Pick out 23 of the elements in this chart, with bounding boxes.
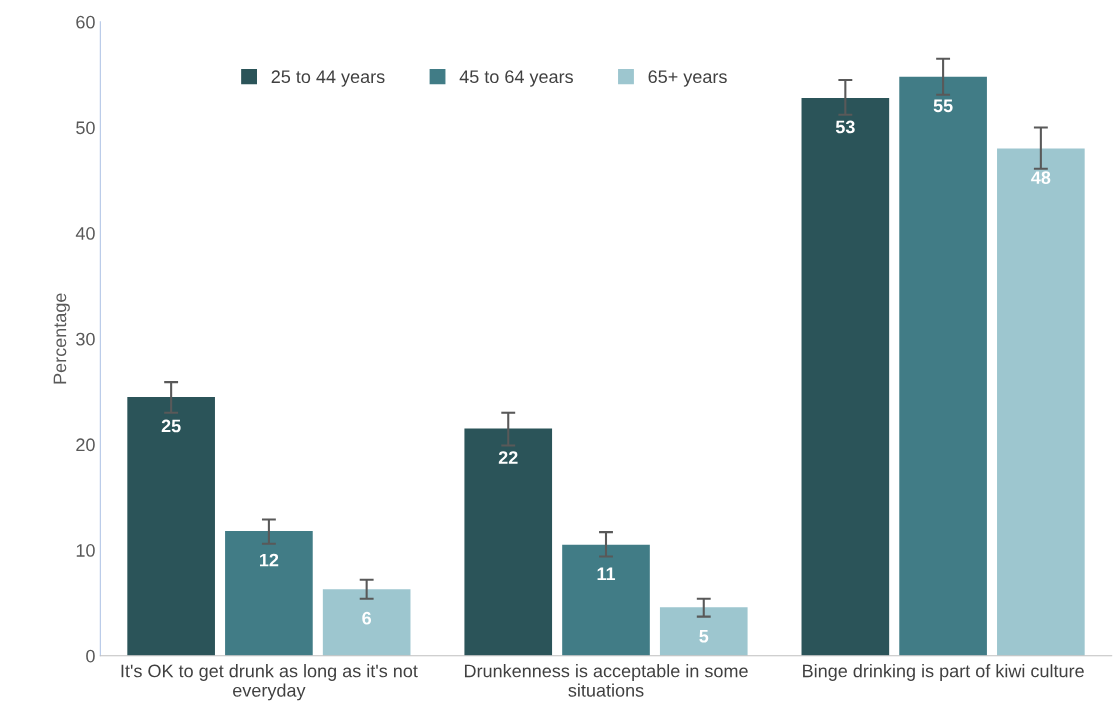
y-tick-label: 60 — [76, 15, 95, 29]
y-tick-label: 20 — [76, 438, 95, 452]
legend-label: 25 to 44 years — [271, 70, 385, 87]
y-tick-label: 10 — [76, 544, 95, 557]
x-tick-label: It's OK to get drunk as long as it's not everyday — [121, 664, 418, 701]
data-label: 55 — [933, 99, 953, 113]
data-label: 25 — [161, 419, 181, 433]
data-label: 53 — [835, 120, 855, 134]
y-tick-label: 0 — [86, 649, 95, 663]
y-tick-label: 50 — [76, 121, 95, 135]
data-label: 22 — [498, 451, 518, 464]
legend-label: 45 to 64 years — [459, 70, 573, 87]
x-tick-label: Binge drinking is part of kiwi culture — [803, 664, 1084, 681]
x-tick-label: Drunkenness is acceptable in some situations — [464, 664, 748, 697]
data-label: 6 — [362, 611, 372, 625]
data-label: 5 — [699, 629, 709, 643]
y-axis-title: Percentage — [53, 293, 70, 384]
y-tick-label: 40 — [75, 227, 95, 240]
data-label: 12 — [260, 553, 279, 567]
data-label: 48 — [1031, 171, 1051, 184]
legend-label: 65+ years — [648, 70, 727, 87]
y-tick-label: 30 — [76, 332, 95, 346]
data-label: 11 — [597, 567, 616, 581]
